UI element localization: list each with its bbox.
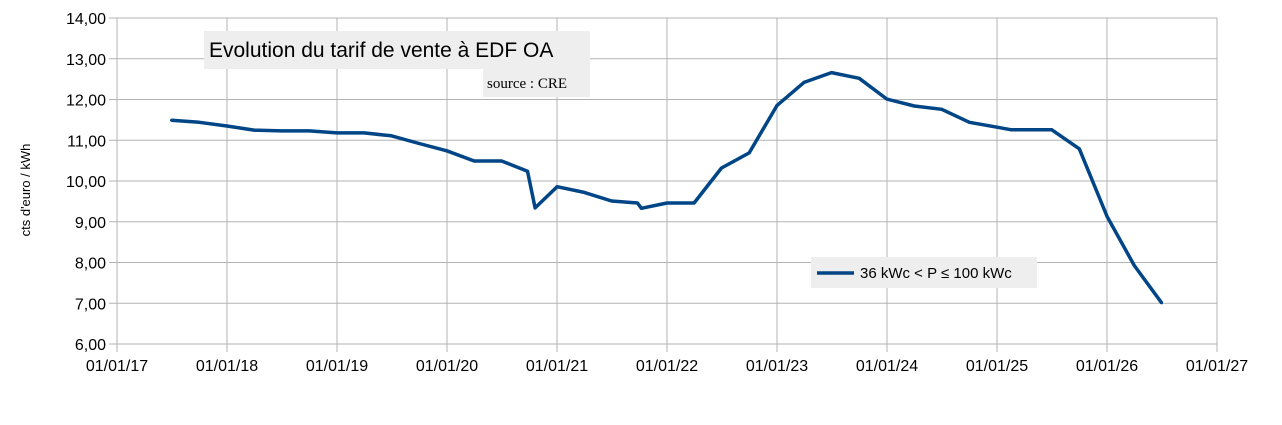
data-point xyxy=(665,201,669,205)
data-point xyxy=(829,71,833,75)
y-tick-label: 13,00 xyxy=(66,52,106,69)
data-point xyxy=(775,104,779,108)
data-point xyxy=(389,134,393,138)
x-tick-label: 01/01/22 xyxy=(636,358,698,375)
y-tick-label: 8,00 xyxy=(75,256,106,273)
data-point xyxy=(307,129,311,133)
data-point xyxy=(1105,214,1109,218)
y-tick-label: 14,00 xyxy=(66,11,106,28)
data-point xyxy=(472,159,476,163)
grid xyxy=(116,17,1218,345)
data-point xyxy=(197,120,201,124)
chart-title-box: Evolution du tarif de vente à EDF OA xyxy=(204,31,590,69)
data-point xyxy=(417,142,421,146)
data-point xyxy=(747,151,751,155)
data-point xyxy=(967,120,971,124)
chart-title: Evolution du tarif de vente à EDF OA xyxy=(209,39,553,62)
data-point xyxy=(500,159,504,163)
y-axis-ticks: 6,00 7,00 8,00 9,00 10,00 11,00 12,00 13,00 14,0… xyxy=(66,11,117,354)
data-point xyxy=(857,76,861,80)
data-point xyxy=(940,107,944,111)
data-point xyxy=(445,149,449,153)
x-tick-label: 01/01/24 xyxy=(856,358,918,375)
data-point xyxy=(555,185,559,189)
data-point xyxy=(1160,301,1164,305)
data-point xyxy=(912,104,916,108)
legend: 36 kWc < P ≤ 100 kWc xyxy=(811,257,1037,288)
series-layer xyxy=(170,70,1164,305)
data-point xyxy=(1009,128,1013,132)
y-tick-label: 11,00 xyxy=(67,133,106,150)
data-point xyxy=(252,128,256,132)
x-tick-label: 01/01/20 xyxy=(416,358,478,375)
chart-subtitle: source : CRE xyxy=(487,76,567,92)
data-point xyxy=(692,201,696,205)
legend-entry: 36 kWc < P ≤ 100 kWc xyxy=(860,265,1012,282)
data-point xyxy=(995,125,999,129)
data-point xyxy=(225,124,229,128)
data-point xyxy=(1132,263,1136,267)
x-tick-label: 01/01/18 xyxy=(196,358,258,375)
data-point xyxy=(885,97,889,101)
y-tick-label: 12,00 xyxy=(66,93,106,110)
chart-subtitle-box: source : CRE xyxy=(483,69,590,97)
data-point xyxy=(639,206,643,210)
x-tick-label: 01/01/26 xyxy=(1076,358,1138,375)
x-axis-ticks: 01/01/17 01/01/18 01/01/19 01/01/20 01/01/21… xyxy=(86,344,1248,375)
data-point xyxy=(170,118,174,122)
x-tick-label: 01/01/19 xyxy=(306,358,368,375)
data-point xyxy=(526,169,530,173)
data-point xyxy=(335,131,339,135)
x-tick-label: 01/01/25 xyxy=(966,358,1028,375)
data-point xyxy=(279,129,283,133)
data-point xyxy=(582,190,586,194)
x-tick-label: 01/01/27 xyxy=(1186,358,1248,375)
x-tick-label: 01/01/23 xyxy=(746,358,808,375)
y-tick-label: 7,00 xyxy=(75,296,106,313)
chart-title-background xyxy=(204,31,590,69)
y-axis-label: cts d'euro / kWh xyxy=(18,144,33,237)
chart-subtitle-background xyxy=(483,69,590,97)
data-point xyxy=(1050,128,1054,132)
data-point xyxy=(802,80,806,84)
data-point xyxy=(362,131,366,135)
y-tick-label: 10,00 xyxy=(66,174,106,191)
data-point xyxy=(720,166,724,170)
data-point xyxy=(610,199,614,203)
y-tick-label: 6,00 xyxy=(75,337,106,354)
y-tick-label: 9,00 xyxy=(75,215,106,232)
data-point xyxy=(635,201,639,205)
x-tick-label: 01/01/21 xyxy=(526,358,588,375)
data-point xyxy=(533,206,537,210)
x-tick-label: 01/01/17 xyxy=(86,358,148,375)
data-point xyxy=(1077,147,1081,151)
